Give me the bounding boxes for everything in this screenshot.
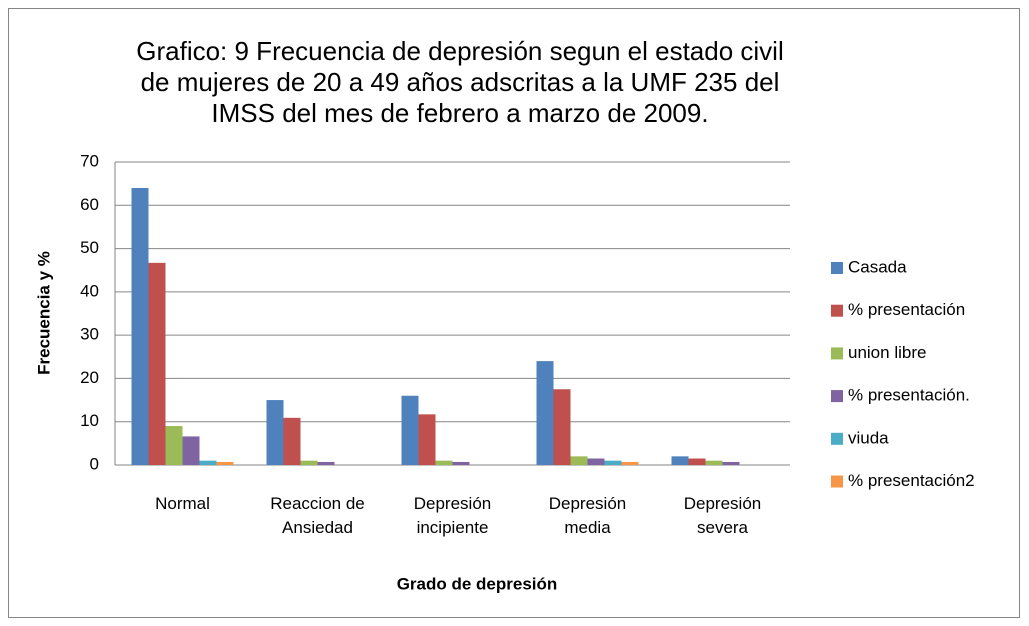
bar <box>671 456 689 465</box>
bar <box>570 456 588 465</box>
y-tick-label: 40 <box>80 281 99 300</box>
bar <box>300 460 318 465</box>
legend-label: viuda <box>848 428 889 447</box>
bar <box>148 262 166 465</box>
y-tick-label: 60 <box>80 195 99 214</box>
x-tick-label: Depresión severa <box>683 494 762 537</box>
x-tick-label: Reaccion de Ansiedad <box>270 494 365 537</box>
bar <box>536 361 554 465</box>
legend-swatch <box>831 432 843 445</box>
y-tick-label: 0 <box>90 454 99 473</box>
x-tick-label: Depresión incipiente <box>413 494 492 537</box>
legend-swatch <box>831 304 843 317</box>
bar <box>131 187 149 465</box>
bar <box>182 436 200 465</box>
bar <box>722 461 740 465</box>
chart-title: Grafico: 9 Frecuencia de depresión segun… <box>136 36 784 128</box>
y-tick-label: 50 <box>80 238 99 257</box>
bar <box>266 400 284 465</box>
y-tick-label: 10 <box>80 411 99 430</box>
y-axis-title: Frecuencia y % <box>34 251 53 375</box>
y-tick-label: 20 <box>80 368 99 387</box>
legend-swatch <box>831 262 843 274</box>
legend-swatch <box>831 475 843 488</box>
legend-label: % presentación <box>848 300 965 319</box>
bar <box>621 461 639 465</box>
legend-label: union libre <box>848 343 926 362</box>
bar <box>688 458 706 465</box>
x-tick-label: Normal <box>155 494 210 513</box>
legend-label: % presentación. <box>848 386 970 405</box>
bar <box>553 389 571 465</box>
legend-label: % presentación2 <box>848 471 975 490</box>
x-tick-label: Depresión media <box>548 494 627 537</box>
bar <box>216 461 234 465</box>
legend-swatch <box>831 390 843 403</box>
y-tick-label: 30 <box>80 325 99 344</box>
bar <box>587 458 605 465</box>
bar <box>705 460 723 465</box>
bar <box>604 460 622 465</box>
bar <box>401 395 419 465</box>
bar <box>165 426 183 465</box>
bar <box>435 460 453 465</box>
bar <box>199 460 217 465</box>
legend-label: Casada <box>848 257 907 276</box>
chart-border <box>8 8 1020 618</box>
y-tick-label: 70 <box>80 151 99 170</box>
bar <box>317 461 335 465</box>
x-axis-title: Grado de depresión <box>397 574 558 593</box>
legend-swatch <box>831 347 843 360</box>
bar <box>452 461 470 465</box>
bar <box>418 414 436 465</box>
bar <box>283 417 301 465</box>
